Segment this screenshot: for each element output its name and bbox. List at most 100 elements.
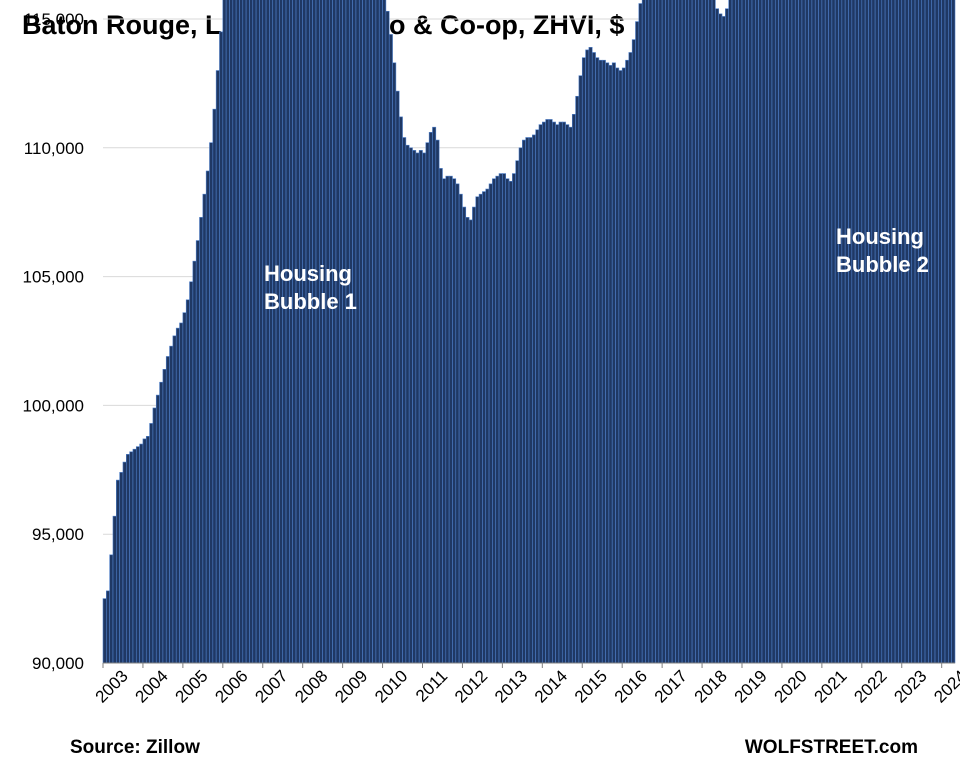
bar	[735, 0, 739, 664]
bar	[382, 0, 387, 664]
x-tick-label: 2010	[371, 666, 411, 706]
bar	[342, 0, 347, 664]
bar	[758, 0, 763, 664]
bar	[422, 152, 427, 664]
bar	[824, 0, 829, 664]
bar	[145, 436, 150, 664]
bar	[844, 0, 849, 664]
bar	[455, 183, 460, 664]
annotation-bubble-1-line-1: Housing	[264, 261, 352, 286]
bar	[225, 0, 230, 664]
annotation-bubble-2-line-1: Housing	[836, 224, 924, 249]
bar	[904, 0, 909, 664]
bar	[398, 116, 403, 664]
bar	[518, 147, 523, 664]
bar	[671, 0, 676, 664]
bar	[428, 132, 433, 664]
bar	[848, 0, 853, 664]
bar	[618, 70, 623, 664]
bar	[452, 178, 457, 664]
bar	[611, 62, 616, 664]
bar	[555, 124, 560, 664]
x-tick-label: 2016	[611, 666, 651, 706]
bar	[249, 0, 254, 664]
bar	[944, 0, 949, 664]
annotation-bubble-2: Housing Bubble 2	[836, 224, 930, 277]
bar	[655, 0, 660, 664]
x-tick-label: 2013	[491, 666, 531, 706]
bar	[648, 0, 653, 664]
x-tick-label: 2024	[930, 666, 960, 706]
bar	[242, 0, 247, 664]
bar	[365, 0, 370, 664]
bar	[262, 0, 267, 664]
bar	[329, 0, 333, 664]
bar	[235, 0, 240, 664]
bar	[245, 0, 250, 664]
bar	[472, 206, 477, 664]
bar	[435, 139, 440, 664]
bar	[215, 70, 220, 664]
bar	[585, 49, 590, 664]
bar	[601, 59, 606, 664]
bar	[295, 0, 300, 664]
bar	[179, 322, 184, 664]
x-tick-label: 2020	[771, 666, 811, 706]
bar	[488, 183, 493, 664]
bar	[901, 0, 906, 664]
bar	[691, 0, 696, 664]
bar	[462, 206, 467, 664]
bar	[325, 0, 330, 664]
bar	[711, 0, 716, 664]
bar	[159, 381, 164, 664]
bar	[302, 0, 307, 664]
bar	[388, 34, 393, 664]
bar	[418, 150, 423, 664]
bar	[498, 173, 503, 664]
bar	[638, 3, 643, 664]
bar	[731, 0, 736, 664]
bar	[535, 129, 540, 664]
bar	[764, 0, 769, 664]
bar	[205, 170, 210, 664]
bar	[931, 0, 936, 664]
bar	[405, 144, 410, 664]
bar	[142, 438, 147, 664]
bar	[851, 0, 856, 664]
bar	[558, 121, 563, 664]
bar	[841, 0, 846, 664]
bar	[678, 0, 683, 664]
bar	[951, 0, 956, 664]
x-tick-label: 2017	[651, 666, 691, 706]
bar	[395, 90, 400, 664]
bar	[548, 119, 553, 664]
bar	[352, 0, 357, 664]
bar	[938, 0, 942, 664]
bar	[372, 0, 377, 664]
credit-note: WOLFSTREET.com	[745, 737, 918, 758]
bar	[858, 0, 863, 664]
bar	[192, 260, 197, 664]
bar	[289, 0, 294, 664]
bar	[878, 0, 883, 664]
annotation-bubble-1: Housing Bubble 1	[264, 261, 358, 314]
bar	[581, 57, 586, 664]
bar	[708, 0, 713, 664]
bar	[299, 0, 303, 664]
bar	[645, 0, 650, 664]
x-tick-label: 2011	[412, 666, 451, 705]
bar	[478, 193, 483, 664]
x-tick-label: 2003	[92, 666, 132, 706]
bar	[185, 299, 190, 664]
x-tick-label: 2018	[691, 666, 731, 706]
bar	[408, 147, 413, 664]
bar	[871, 0, 876, 664]
bar	[561, 121, 566, 664]
bar	[761, 0, 766, 664]
bar	[169, 345, 174, 664]
bar	[784, 0, 789, 664]
bar	[312, 0, 317, 664]
bar	[432, 126, 437, 664]
bar	[928, 0, 933, 664]
